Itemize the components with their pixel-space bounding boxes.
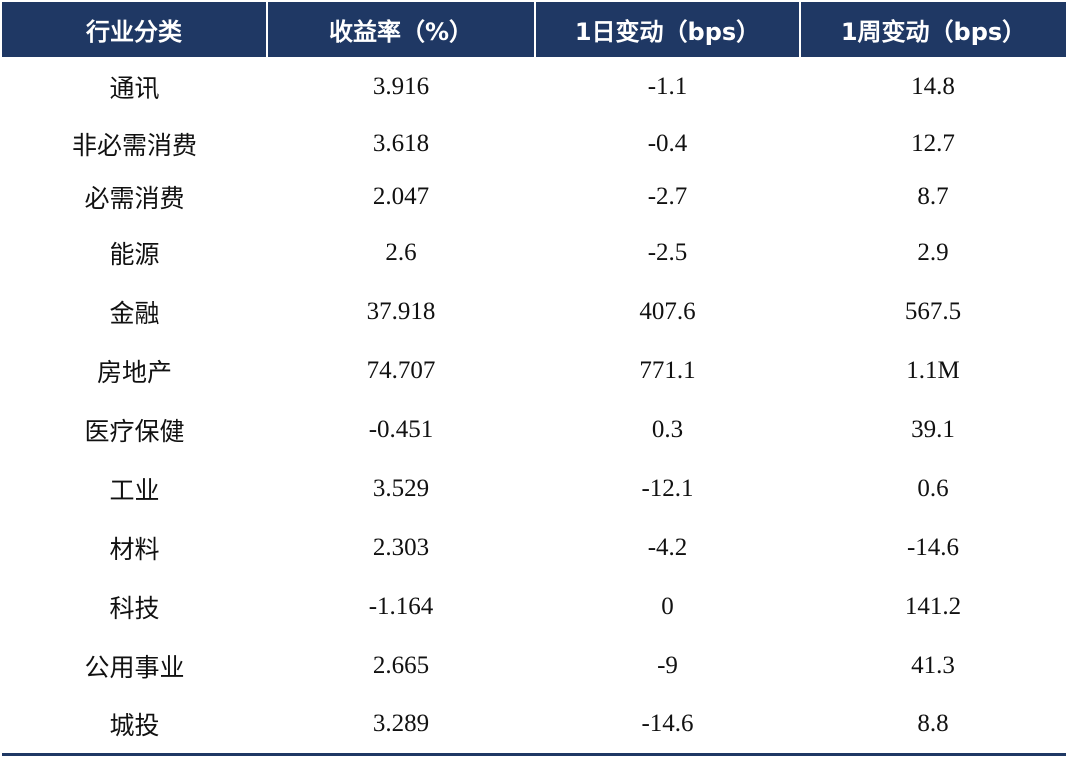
yield-cell: 3.289: [267, 695, 535, 756]
sector-cell: 金融: [109, 298, 160, 328]
sector-cell: 医疗保健: [84, 416, 185, 446]
sector-cell: 通讯: [109, 74, 160, 103]
change-1w-cell: 8.8: [800, 695, 1066, 756]
header-yield: 收益率（%）: [267, 2, 536, 57]
change-1d-cell: 407.6: [639, 297, 696, 325]
table-row: 通讯 3.916 -1.1 14.8: [2, 57, 1066, 117]
yield-cell: 3.529: [372, 474, 430, 502]
yield-cell: 3.618: [372, 129, 430, 157]
change-1d-cell: -14.6: [535, 695, 800, 756]
table-row: 工业 3.529 -12.1 0.6: [2, 459, 1066, 518]
sector-cell: 城投: [2, 695, 267, 756]
change-1w-cell: 12.7: [911, 129, 955, 157]
yield-cell: 74.707: [366, 356, 436, 384]
sector-cell: 材料: [109, 534, 160, 564]
table-row: 科技 -1.164 0 141.2: [2, 577, 1066, 636]
table-row: 城投 3.289 -14.6 8.8: [2, 695, 1066, 756]
sector-cell: 科技: [109, 593, 160, 623]
table-row: 能源 2.6 -2.5 2.9: [2, 223, 1066, 282]
sector-cell: 工业: [109, 475, 160, 505]
yield-cell: 3.916: [372, 73, 430, 100]
change-1w-cell: 2.9: [917, 238, 949, 266]
table-row: 必需消费 2.047 -2.7 8.7: [2, 170, 1066, 223]
change-1w-cell: 141.2: [904, 592, 962, 620]
header-1w-change: 1周变动（bps）: [800, 2, 1066, 57]
yield-cell: 2.047: [372, 182, 430, 210]
change-1w-cell: 0.6: [917, 474, 949, 502]
table-header-row: 行业分类 收益率（%） 1日变动（bps） 1周变动（bps）: [2, 2, 1066, 57]
table-row: 公用事业 2.665 -9 41.3: [2, 636, 1066, 695]
change-1d-cell: -9: [657, 651, 678, 679]
table-row: 房地产 74.707 771.1 1.1M: [2, 341, 1066, 400]
sector-cell: 必需消费: [84, 183, 185, 213]
change-1d-cell: -2.7: [647, 182, 688, 210]
change-1d-cell: 0: [661, 592, 674, 620]
change-1w-cell: 39.1: [911, 415, 955, 443]
sector-cell: 非必需消费: [71, 130, 197, 160]
change-1w-cell: 8.7: [917, 182, 949, 210]
table-row: 材料 2.303 -4.2 -14.6: [2, 518, 1066, 577]
change-1d-cell: 771.1: [639, 356, 696, 384]
header-sector: 行业分类: [2, 2, 268, 57]
change-1d-cell: -4.2: [647, 533, 688, 561]
change-1d-cell: -2.5: [647, 238, 688, 266]
change-1w-cell: 41.3: [911, 651, 955, 679]
change-1w-cell: -14.6: [906, 533, 960, 561]
change-1d-cell: -0.4: [647, 129, 688, 157]
yield-cell: -1.164: [368, 592, 434, 620]
change-1d-cell: -1.1: [647, 73, 688, 100]
change-1w-cell: 567.5: [904, 297, 962, 325]
change-1w-cell: 1.1M: [906, 356, 960, 384]
table-row: 非必需消费 3.618 -0.4 12.7: [2, 117, 1066, 170]
header-1d-change: 1日变动（bps）: [535, 2, 801, 57]
change-1d-cell: 0.3: [651, 415, 684, 443]
sector-cell: 公用事业: [84, 652, 185, 682]
sector-cell: 能源: [109, 239, 160, 269]
sector-cell: 房地产: [96, 357, 172, 387]
yield-cell: -0.451: [368, 415, 434, 443]
yield-cell: 2.665: [372, 651, 430, 679]
change-1d-cell: -12.1: [641, 474, 694, 502]
table-row: 金融 37.918 407.6 567.5: [2, 282, 1066, 341]
change-1w-cell: 14.8: [911, 73, 955, 100]
table-row: 医疗保健 -0.451 0.3 39.1: [2, 400, 1066, 459]
yield-cell: 2.6: [385, 238, 417, 266]
yield-cell: 2.303: [372, 533, 430, 561]
yield-cell: 37.918: [366, 297, 436, 325]
